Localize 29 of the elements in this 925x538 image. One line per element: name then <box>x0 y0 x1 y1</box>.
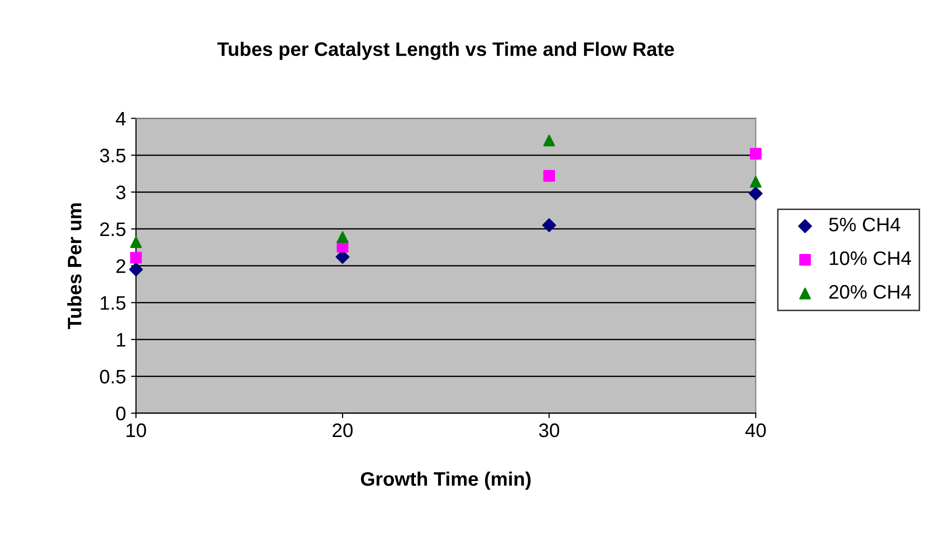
x-axis-title: Growth Time (min) <box>360 472 531 490</box>
y-tick-label: 1 <box>116 333 126 347</box>
point <box>542 218 556 232</box>
x-tick-label: 10 <box>126 423 146 438</box>
x-tick-label: 20 <box>332 423 353 438</box>
point <box>750 176 762 188</box>
y-tick-label: 3 <box>116 186 126 200</box>
legend-label: 20% CH4 <box>829 285 912 299</box>
point <box>336 231 348 243</box>
y-tick-label: 1.5 <box>100 296 126 310</box>
point <box>130 252 142 264</box>
legend-label: 10% CH4 <box>830 251 912 266</box>
point <box>543 134 555 146</box>
x-tick-label: 40 <box>745 423 766 438</box>
y-tick-label: 0 <box>116 406 126 420</box>
y-tick-label: 3.5 <box>100 148 126 162</box>
point <box>130 236 142 248</box>
y-tick-label: 2.5 <box>100 222 126 236</box>
y-tick-label: 0.5 <box>100 370 126 384</box>
point <box>543 170 555 182</box>
x-tick-label: 30 <box>539 423 560 438</box>
y-tick-label: 2 <box>116 259 126 273</box>
legend-label: 5% CH4 <box>829 218 900 232</box>
point <box>748 186 763 200</box>
y-axis-title: Tubes Per um <box>67 203 82 330</box>
y-tick-label: 4 <box>116 112 126 126</box>
chart-title: Tubes per Catalyst Length vs Time and Flow Rate <box>217 42 674 60</box>
point <box>750 148 762 160</box>
point <box>129 262 143 276</box>
